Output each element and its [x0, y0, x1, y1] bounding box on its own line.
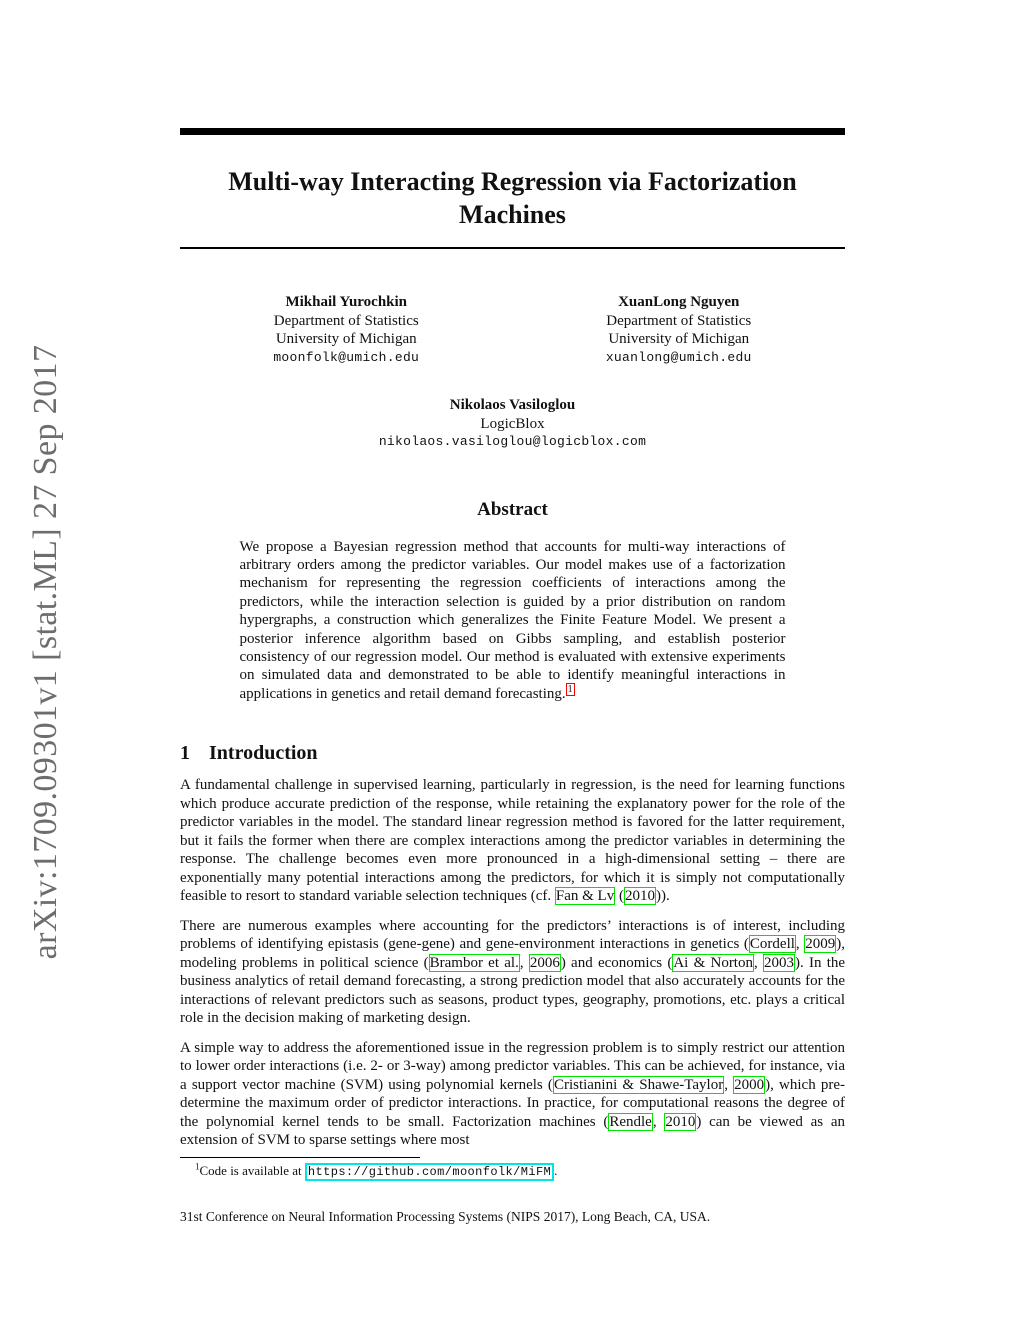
intro-paragraph-2: There are numerous examples where accoun… [180, 917, 845, 1028]
abstract-text: We propose a Bayesian regression method … [240, 538, 786, 704]
citation-link[interactable]: 2006 [528, 953, 561, 972]
text-run: ) and economics ( [560, 954, 673, 971]
footnote-rule [180, 1156, 420, 1158]
author-affiliation: Department of Statistics [606, 312, 752, 329]
paper-title: Multi-way Interacting Regression via Fac… [228, 167, 797, 229]
text-run: ), which pre-determine the maximum order… [180, 1076, 846, 1130]
text-run: , [753, 954, 763, 971]
author-affiliation: LogicBlox [480, 415, 545, 432]
citation-link[interactable]: Cordell [748, 935, 796, 954]
text-run: , [724, 1076, 734, 1093]
author-email: nikolaos.vasiloglou@logicblox.com [378, 434, 647, 449]
text-run: , [795, 936, 805, 953]
citation-link[interactable]: 2000 [733, 1075, 766, 1094]
citation-link[interactable]: 2010 [664, 1112, 697, 1131]
arxiv-watermark: arXiv:1709.09301v1 [stat.ML] 27 Sep 2017 [27, 344, 64, 960]
authors-row: Mikhail Yurochkin Department of Statisti… [180, 293, 845, 367]
text-run: ). In the business analytics of retail d… [180, 954, 846, 1027]
author-affiliation: Department of Statistics [273, 312, 419, 329]
text-run: We propose a Bayesian regression method … [239, 538, 786, 702]
text-run: ), modeling problems in political scienc… [180, 936, 845, 971]
intro-paragraph-3: A simple way to address the aforemention… [180, 1039, 845, 1150]
code-url-link[interactable]: https://github.com/moonfolk/MiFM [304, 1162, 555, 1181]
conference-footer: 31st Conference on Neural Information Pr… [180, 1208, 711, 1224]
text-run: . [554, 1162, 558, 1178]
author-name: XuanLong Nguyen [618, 294, 740, 310]
citation-link[interactable]: 2003 [762, 953, 795, 972]
citation-link[interactable]: 2009 [804, 935, 837, 954]
text-run: A fundamental challenge in supervised le… [180, 777, 845, 905]
section-title: Introduction [209, 742, 318, 765]
author-email: xuanlong@umich.edu [605, 349, 752, 365]
intro-paragraph-1: A fundamental challenge in supervised le… [180, 776, 845, 906]
citation-link[interactable]: 2010 [623, 887, 656, 906]
paper-page: Multi-way Interacting Regression via Fac… [180, 0, 845, 1225]
section-heading-introduction: 1 Introduction [180, 742, 845, 765]
author-name: Nikolaos Vasiloglou [449, 397, 576, 413]
text-run: Code is available at [199, 1162, 305, 1178]
text-run: ) can be viewed as an extension of SVM t… [180, 1113, 845, 1149]
author-affiliation: University of Michigan [275, 331, 417, 347]
text-run: ( [615, 888, 624, 905]
citation-link[interactable]: Fan & Lv [554, 887, 616, 906]
citation-link[interactable]: Cristianini & Shawe-Taylor [552, 1075, 725, 1094]
section-number: 1 [180, 742, 190, 765]
title-rule-top [180, 128, 845, 135]
abstract-heading: Abstract [477, 498, 548, 520]
author-name: Mikhail Yurochkin [285, 294, 408, 310]
author-block-2: XuanLong Nguyen Department of Statistics… [606, 293, 752, 367]
footnote-marker: 1 [195, 1161, 200, 1172]
text-run: A simple way to address the aforemention… [180, 1039, 845, 1093]
footnote-text: 1Code is available at https://github.com… [180, 1161, 845, 1181]
author-block-3: Nikolaos Vasiloglou LogicBlox nikolaos.v… [180, 396, 845, 452]
text-run: , [652, 1113, 665, 1130]
text-run: )). [655, 888, 670, 905]
author-affiliation: University of Michigan [608, 331, 750, 347]
author-block-1: Mikhail Yurochkin Department of Statisti… [273, 293, 419, 367]
title-rule-bottom [180, 247, 845, 249]
citation-link[interactable]: Brambor et al. [428, 953, 520, 972]
author-email: moonfolk@umich.edu [273, 349, 420, 365]
footnote-ref-link[interactable]: 1 [565, 682, 575, 696]
citation-link[interactable]: Rendle [608, 1112, 653, 1131]
citation-link[interactable]: Ai & Norton [672, 953, 754, 972]
text-run: , [519, 954, 529, 971]
text-run: There are numerous examples where accoun… [180, 917, 845, 953]
